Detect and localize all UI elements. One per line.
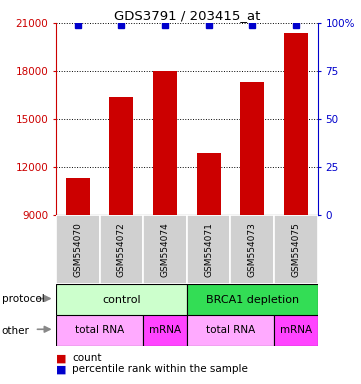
- Text: ■: ■: [56, 353, 66, 363]
- Text: count: count: [72, 353, 102, 363]
- Title: GDS3791 / 203415_at: GDS3791 / 203415_at: [114, 9, 260, 22]
- Bar: [187, 215, 230, 284]
- Text: GSM554071: GSM554071: [204, 222, 213, 277]
- Text: control: control: [102, 295, 141, 305]
- Bar: [187, 284, 318, 315]
- Bar: [100, 215, 143, 284]
- Text: mRNA: mRNA: [149, 325, 181, 335]
- Bar: [153, 71, 177, 215]
- Text: GSM554074: GSM554074: [161, 222, 170, 277]
- Bar: [143, 215, 187, 284]
- Text: total RNA: total RNA: [206, 325, 255, 335]
- Bar: [274, 315, 318, 346]
- Bar: [143, 315, 187, 346]
- Text: mRNA: mRNA: [280, 325, 312, 335]
- Text: total RNA: total RNA: [75, 325, 124, 335]
- Bar: [230, 215, 274, 284]
- Text: GSM554070: GSM554070: [73, 222, 82, 277]
- Bar: [56, 284, 187, 315]
- Bar: [66, 178, 90, 215]
- Text: protocol: protocol: [2, 294, 44, 304]
- Bar: [56, 215, 100, 284]
- Bar: [109, 97, 133, 215]
- Bar: [197, 153, 221, 215]
- Bar: [284, 33, 308, 215]
- Text: other: other: [2, 326, 30, 336]
- Text: GSM554073: GSM554073: [248, 222, 257, 277]
- Text: ■: ■: [56, 364, 66, 374]
- Bar: [187, 315, 274, 346]
- Bar: [274, 215, 318, 284]
- Bar: [56, 315, 143, 346]
- Text: GSM554075: GSM554075: [291, 222, 300, 277]
- Text: GSM554072: GSM554072: [117, 222, 126, 277]
- Bar: [240, 82, 264, 215]
- Text: percentile rank within the sample: percentile rank within the sample: [72, 364, 248, 374]
- Text: BRCA1 depletion: BRCA1 depletion: [206, 295, 299, 305]
